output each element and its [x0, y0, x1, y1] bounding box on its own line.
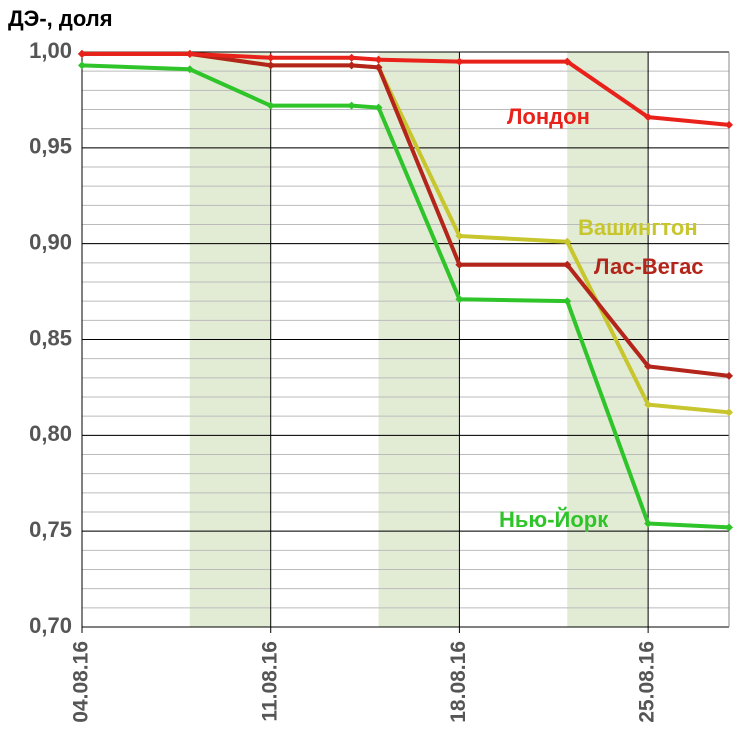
point	[374, 55, 383, 64]
point	[455, 57, 464, 66]
point	[374, 103, 383, 112]
point	[78, 61, 86, 70]
y-tick-label: 0,90	[29, 229, 72, 254]
point	[374, 63, 383, 72]
point	[266, 53, 275, 62]
point	[644, 519, 653, 528]
chart-title: ДЭ-, доля	[8, 6, 113, 31]
point	[185, 65, 194, 74]
y-tick-label: 0,80	[29, 421, 72, 446]
point	[266, 101, 275, 110]
point	[563, 237, 572, 246]
y-tick-label: 0,75	[29, 517, 72, 542]
y-tick-label: 0,70	[29, 613, 72, 638]
x-tick-label: 18.08.16	[447, 641, 470, 723]
y-tick-label: 0,95	[29, 134, 72, 159]
point	[455, 232, 464, 240]
y-tick-label: 0,85	[29, 325, 72, 350]
series-label: Вашингтон	[578, 215, 698, 240]
point	[725, 408, 733, 417]
point	[725, 523, 733, 532]
series-label: Лас-Вегас	[594, 254, 704, 279]
point	[644, 113, 653, 122]
point	[563, 297, 572, 306]
x-tick-label: 11.08.16	[258, 641, 281, 722]
point	[725, 371, 733, 380]
point	[644, 362, 653, 371]
point	[455, 260, 464, 269]
point	[347, 53, 356, 62]
point	[563, 57, 572, 66]
point	[455, 295, 464, 304]
series-label: Нью-Йорк	[499, 507, 609, 532]
series-label: Лондон	[507, 104, 590, 129]
point	[266, 61, 275, 70]
point	[563, 260, 572, 269]
x-tick-label: 25.08.16	[636, 641, 659, 723]
point	[347, 61, 356, 70]
point	[644, 400, 653, 409]
point	[185, 49, 194, 58]
point	[347, 101, 356, 110]
x-tick-label: 04.08.16	[70, 641, 93, 723]
y-tick-label: 1,00	[29, 38, 72, 63]
point	[725, 120, 733, 129]
point	[78, 49, 86, 58]
